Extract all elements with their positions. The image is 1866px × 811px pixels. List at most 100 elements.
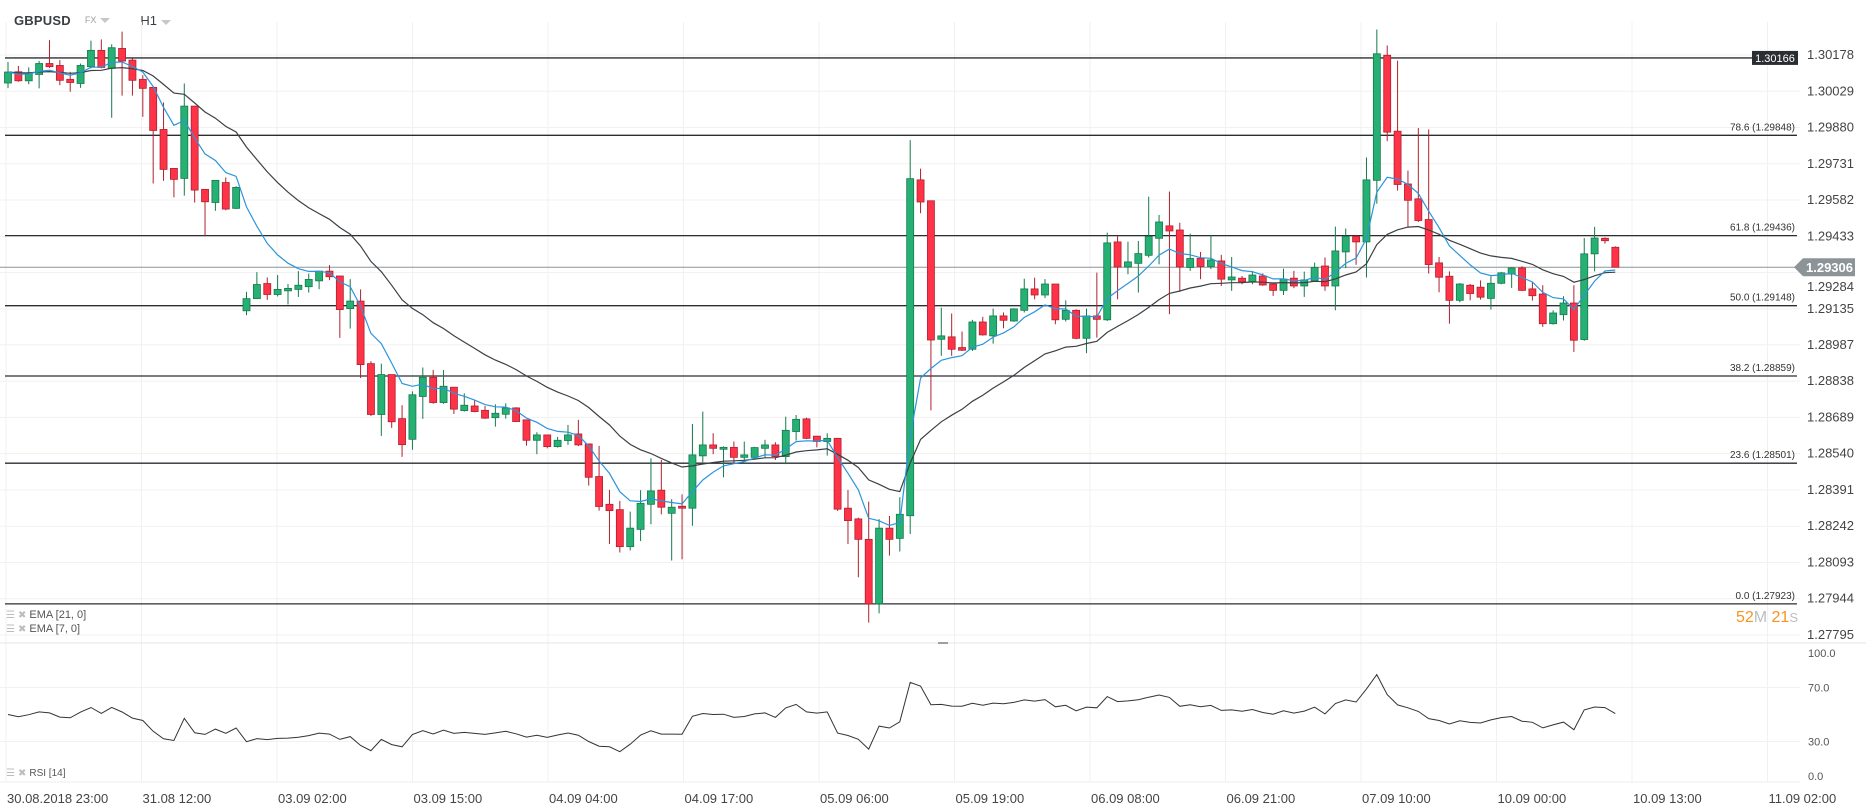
candle-bullish[interactable]	[4, 71, 12, 84]
candle-bullish[interactable]	[252, 284, 261, 300]
remove-icon[interactable]: ✖	[17, 623, 27, 635]
candle-bearish[interactable]	[512, 407, 521, 422]
candle-bullish[interactable]	[501, 407, 510, 415]
candle-bearish[interactable]	[1569, 302, 1578, 341]
candle-bearish[interactable]	[1466, 284, 1475, 294]
candle-bullish[interactable]	[460, 404, 469, 411]
candle-bullish[interactable]	[180, 105, 189, 179]
candle-bullish[interactable]	[1207, 259, 1215, 267]
candle-bearish[interactable]	[1435, 262, 1443, 278]
settings-menu-icon[interactable]: ☰	[6, 768, 15, 779]
timeframe-selector[interactable]: H1	[140, 13, 171, 28]
candle-bullish[interactable]	[284, 288, 292, 292]
candle-bearish[interactable]	[584, 443, 593, 478]
candle-bullish[interactable]	[294, 284, 303, 290]
candle-bullish[interactable]	[273, 288, 282, 295]
candle-bullish[interactable]	[761, 444, 769, 449]
candle-bearish[interactable]	[978, 321, 987, 336]
candle-bullish[interactable]	[35, 63, 44, 75]
candle-bearish[interactable]	[595, 476, 603, 507]
candle-bullish[interactable]	[107, 47, 116, 69]
candle-bearish[interactable]	[221, 182, 230, 210]
candle-bearish[interactable]	[118, 48, 126, 62]
candle-bullish[interactable]	[1549, 312, 1558, 325]
candle-bullish[interactable]	[740, 454, 749, 458]
candle-bearish[interactable]	[170, 168, 178, 180]
candle-bearish[interactable]	[1175, 229, 1184, 268]
candle-bearish[interactable]	[854, 518, 863, 540]
candle-bullish[interactable]	[1155, 221, 1163, 239]
candle-bearish[interactable]	[771, 444, 780, 457]
candle-bullish[interactable]	[875, 527, 883, 605]
candle-bullish[interactable]	[1186, 258, 1195, 268]
candle-bullish[interactable]	[242, 298, 251, 312]
candle-bearish[interactable]	[657, 489, 666, 508]
indicator-legend-ema7[interactable]: ☰ ✖ EMA [7, 0]	[6, 623, 80, 635]
candle-bearish[interactable]	[1393, 130, 1402, 185]
candle-bearish[interactable]	[947, 336, 956, 350]
candle-bearish[interactable]	[138, 78, 147, 89]
candle-bearish[interactable]	[1414, 198, 1423, 221]
candle-bearish[interactable]	[1445, 275, 1454, 301]
candle-bullish[interactable]	[491, 412, 500, 419]
candle-bearish[interactable]	[1321, 265, 1329, 287]
candle-bearish[interactable]	[128, 59, 137, 81]
candle-bearish[interactable]	[470, 405, 479, 412]
candle-bullish[interactable]	[667, 506, 676, 514]
candle-bullish[interactable]	[1341, 236, 1350, 253]
candle-bearish[interactable]	[999, 315, 1008, 321]
candle-bearish[interactable]	[149, 86, 158, 131]
candle-bearish[interactable]	[1476, 286, 1485, 298]
candle-bullish[interactable]	[750, 447, 759, 458]
candle-bullish[interactable]	[564, 434, 572, 441]
candle-bullish[interactable]	[1227, 276, 1236, 281]
candle-bearish[interactable]	[522, 419, 531, 441]
candle-bullish[interactable]	[792, 418, 801, 432]
candle-bullish[interactable]	[626, 527, 635, 548]
candle-bearish[interactable]	[450, 386, 458, 410]
candle-bearish[interactable]	[916, 179, 925, 203]
candle-bearish[interactable]	[1269, 283, 1278, 291]
candle-bearish[interactable]	[190, 105, 199, 191]
candle-bullish[interactable]	[87, 49, 95, 68]
candle-bullish[interactable]	[719, 446, 728, 450]
candle-bearish[interactable]	[1424, 219, 1433, 265]
candle-bearish[interactable]	[1072, 309, 1081, 339]
candle-bearish[interactable]	[263, 283, 272, 295]
candle-bullish[interactable]	[968, 321, 977, 350]
candle-bearish[interactable]	[1217, 260, 1226, 280]
candle-bullish[interactable]	[698, 444, 707, 457]
candle-bullish[interactable]	[1248, 274, 1257, 283]
candle-bullish[interactable]	[1590, 237, 1599, 255]
candle-bearish[interactable]	[730, 446, 738, 458]
candle-bearish[interactable]	[429, 376, 438, 403]
candle-bearish[interactable]	[1352, 236, 1360, 243]
pane-resize-handle[interactable]	[938, 642, 948, 644]
candle-bearish[interactable]	[1113, 241, 1122, 268]
candle-bullish[interactable]	[232, 187, 241, 209]
symbol-label[interactable]: GBPUSD	[14, 12, 71, 28]
market-selector[interactable]: FX	[85, 15, 111, 25]
candle-bearish[interactable]	[398, 418, 406, 446]
candle-bullish[interactable]	[1009, 308, 1018, 322]
candle-bullish[interactable]	[439, 385, 448, 403]
candle-bullish[interactable]	[1559, 302, 1568, 316]
candle-bearish[interactable]	[678, 505, 686, 509]
candle-bearish[interactable]	[14, 71, 23, 82]
candle-bullish[interactable]	[1134, 253, 1143, 264]
candle-bearish[interactable]	[605, 503, 614, 512]
candle-bullish[interactable]	[1144, 236, 1153, 256]
candle-bullish[interactable]	[532, 434, 541, 441]
candle-bullish[interactable]	[937, 335, 946, 340]
candle-bullish[interactable]	[418, 376, 427, 397]
candle-bullish[interactable]	[1041, 283, 1049, 296]
candle-bullish[interactable]	[1497, 272, 1506, 284]
candle-bearish[interactable]	[1238, 277, 1246, 283]
candle-bullish[interactable]	[1103, 242, 1112, 321]
candle-bullish[interactable]	[906, 178, 915, 517]
candle-bullish[interactable]	[1487, 282, 1495, 299]
candle-bearish[interactable]	[927, 200, 935, 341]
candle-bearish[interactable]	[615, 509, 624, 548]
candle-bearish[interactable]	[958, 347, 966, 351]
candle-bullish[interactable]	[408, 394, 417, 440]
